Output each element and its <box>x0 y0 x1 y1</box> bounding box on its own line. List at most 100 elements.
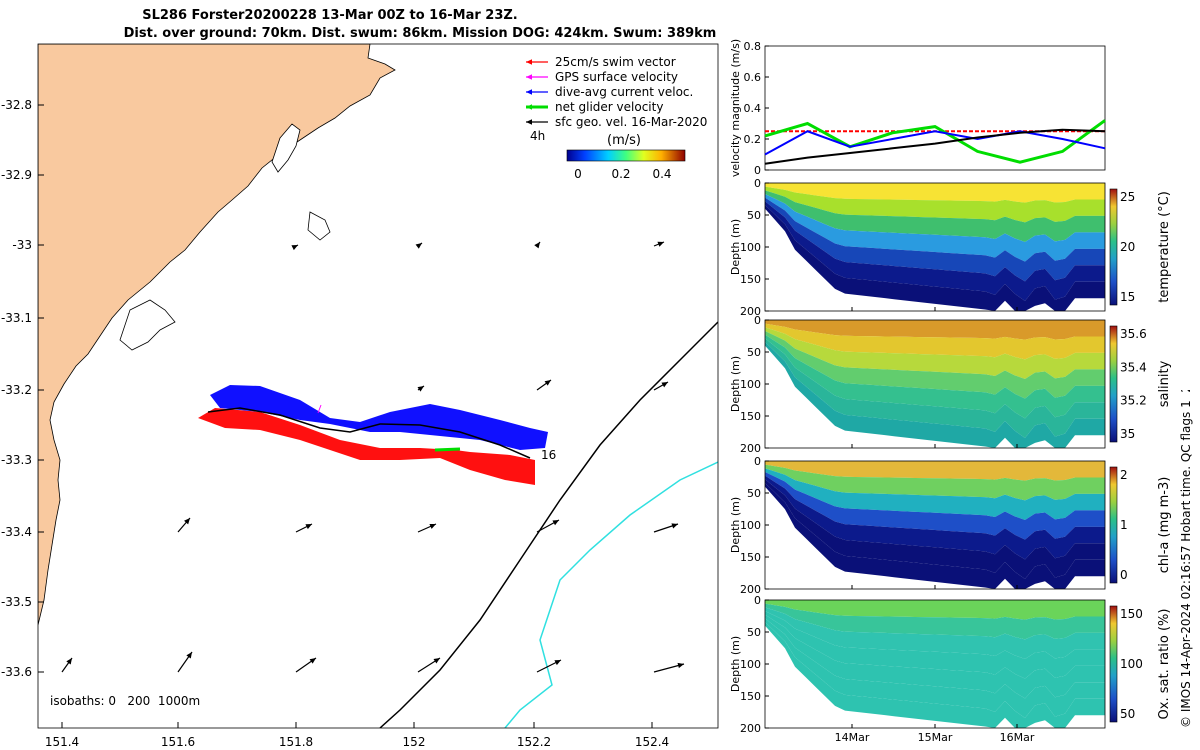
depth-tick-label: 50 <box>747 209 761 222</box>
y-tick-label: 0.6 <box>744 71 762 84</box>
coastal-lake <box>271 123 301 173</box>
coastal-lake <box>307 211 331 241</box>
geo-velocity-arrow-head <box>429 523 436 529</box>
velocity-series-line <box>764 119 1106 164</box>
colorbar-tick-label: 2 <box>1120 468 1128 482</box>
colorbar-tick-label: 25 <box>1120 190 1135 204</box>
map-y-axis: -32.8 -32.9 -33 -33.1 -33.2 -33.3 -33.4 -33.5 -3… <box>1 98 44 679</box>
geo-velocity-arrow-head <box>661 382 668 388</box>
depth-tick-label: 200 <box>740 583 761 596</box>
geo-velocity-arrow-head <box>552 520 559 526</box>
geo-velocity-arrow-head <box>677 662 684 669</box>
depth-tick-label: 50 <box>747 626 761 639</box>
legend-label: GPS surface velocity <box>555 70 678 84</box>
depth-tick-label: 100 <box>740 658 761 671</box>
time-tick-label: 14Mar <box>835 731 870 744</box>
legend-swatch-head <box>526 104 532 110</box>
section-depth-band <box>765 610 1105 679</box>
colorbar-title: (m/s) <box>607 133 641 148</box>
legend-label: dive-avg current veloc. <box>555 85 693 99</box>
geo-velocity-arrow-head <box>184 518 190 525</box>
legend-swatch-head <box>526 119 532 125</box>
colorbar-tick-label: 35.6 <box>1120 327 1147 341</box>
x-tick-label: 151.4 <box>45 735 79 749</box>
map-frame <box>37 43 719 729</box>
isobath-1000m <box>504 461 718 728</box>
x-tick-label: 152 <box>403 735 426 749</box>
geo-velocity-arrow-head <box>544 380 551 386</box>
section-colorbar <box>1109 188 1118 306</box>
colorbar-tick: 0 <box>574 167 582 181</box>
colorbar-tick-label: 35 <box>1120 427 1135 441</box>
section-depth-band <box>765 468 1105 521</box>
section-depth-band <box>765 464 1105 501</box>
section-panel: 0 50 100 150 200 Depth (m) 35 35.2 35.4 35.6 salin… <box>729 314 1172 455</box>
section-depth-band <box>765 479 1105 580</box>
section-depth-band <box>765 320 1105 340</box>
isobath-label: isobaths: 0 200 1000m <box>50 694 200 708</box>
copyright-stamp: © IMOS 14-Apr-2024 02:16:57 Hobart time.… <box>1179 390 1193 728</box>
map-x-axis: 151.4 151.6 151.8 152 152.2 152.4 <box>45 722 669 749</box>
colorbar-tick-label: 100 <box>1120 657 1143 671</box>
depth-tick-label: 0 <box>754 314 761 327</box>
y-tick-label: -32.9 <box>1 168 32 182</box>
x-tick-label: 151.6 <box>161 735 195 749</box>
colorbar-tick: 0.4 <box>652 167 671 181</box>
y-tick-label: -33.6 <box>1 665 32 679</box>
net-velocity-arrow <box>434 447 461 452</box>
colorbar-label: salinity <box>1157 360 1172 407</box>
section-ylabel: Depth (m) <box>729 497 742 553</box>
x-tick-label: 151.8 <box>279 735 313 749</box>
section-depth-band <box>765 186 1105 223</box>
colorbar-tick-label: 15 <box>1120 290 1135 304</box>
section-depth-band <box>765 327 1105 380</box>
y-tick-label: -32.8 <box>1 98 32 112</box>
y-tick-label: -33.2 <box>1 383 32 397</box>
section-depth-band <box>765 482 1105 589</box>
velocity-plot-frame <box>764 45 1106 171</box>
colorbar-tick: 0.2 <box>611 167 630 181</box>
legend-swatch-head <box>526 89 532 95</box>
section-panel: 0 50 100 150 200 Depth (m) 15 20 25 temperature (… <box>729 177 1172 318</box>
swim-vectors <box>198 408 535 485</box>
figure-title-line1: SL286 Forster20200228 13-Mar 00Z to 16-M… <box>142 8 518 23</box>
colorbar-tick-label: 20 <box>1120 240 1135 254</box>
time-tick-label: 15Mar <box>918 731 953 744</box>
depth-tick-label: 50 <box>747 346 761 359</box>
velocity-series-line <box>764 130 1106 156</box>
geo-velocity-arrow-head <box>186 652 192 659</box>
y-tick-label: 0.8 <box>744 40 762 53</box>
section-colorbar <box>1109 325 1118 443</box>
depth-tick-label: 150 <box>740 410 761 423</box>
y-tick-label: 0 <box>754 164 761 177</box>
section-depth-band <box>765 341 1105 448</box>
x-tick-label: 152.2 <box>517 735 551 749</box>
legend-swatch-head <box>526 74 532 80</box>
colorbar-tick-label: 50 <box>1120 707 1135 721</box>
section-depth-band <box>765 607 1105 660</box>
legend-label: 25cm/s swim vector <box>555 55 676 69</box>
geo-velocity-arrow-head <box>415 243 422 249</box>
colorbar-tick-label: 0 <box>1120 568 1128 582</box>
y-tick-label: 0.4 <box>744 102 762 115</box>
section-ylabel: Depth (m) <box>729 356 742 412</box>
section-depth-band <box>765 334 1105 419</box>
section-panel: 0 50 100 150 200 Depth (m) 0 1 2 chl-a (mg m-3) <box>729 455 1172 596</box>
geo-velocity-arrow-head <box>305 524 312 530</box>
depth-tick-label: 200 <box>740 305 761 318</box>
legend-arrow-label: 4h <box>530 129 545 143</box>
colorbar-label: chl-a (mg m-3) <box>1157 477 1172 574</box>
depth-tick-label: 100 <box>740 241 761 254</box>
geo-velocity-arrow-head <box>417 386 424 392</box>
section-depth-band <box>765 461 1105 481</box>
geo-velocity-arrow-head <box>554 660 561 666</box>
colorbar-tick-label: 1 <box>1120 518 1128 532</box>
geo-velocity-arrow-head <box>66 658 72 665</box>
geo-velocity-arrow-head <box>433 658 440 664</box>
geo-velocity-arrow-head <box>657 241 664 247</box>
gps-velocity-arrow <box>317 404 322 414</box>
depth-tick-label: 100 <box>740 378 761 391</box>
section-depth-band <box>765 193 1105 262</box>
section-depth-band <box>765 603 1105 640</box>
